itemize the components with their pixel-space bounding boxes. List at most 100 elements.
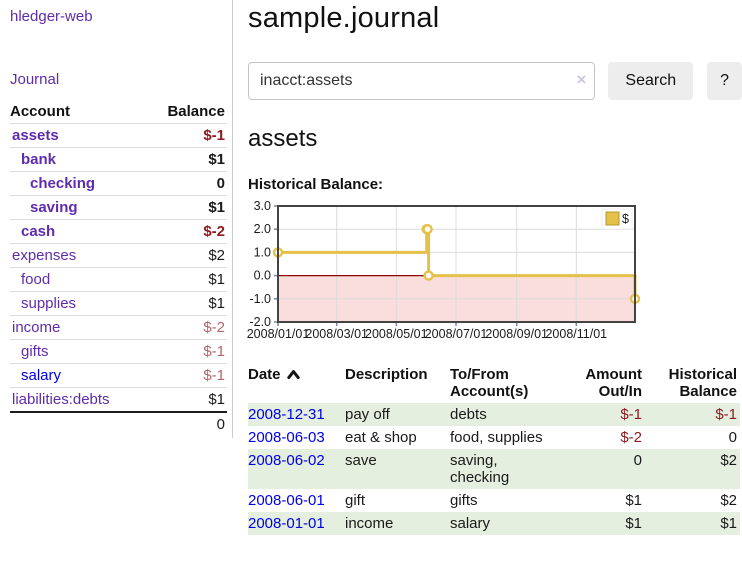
account-row-expenses: expenses $2 (10, 243, 227, 268)
svg-text:3.0: 3.0 (254, 199, 271, 213)
transaction-date-link[interactable]: 2008-12-31 (248, 406, 325, 423)
search-button[interactable]: Search (608, 62, 694, 100)
sort-ascending-icon (286, 370, 300, 380)
svg-text:-1.0: -1.0 (249, 292, 271, 306)
transaction-balance: 0 (728, 429, 737, 446)
transaction-amount: $-1 (620, 406, 642, 423)
account-balance-gifts: $-1 (203, 343, 225, 360)
register-header-accounts: To/From Account(s) (450, 366, 529, 400)
accounts-table: Account Balance assets $-1 bank $1 check… (10, 100, 227, 436)
account-link-assets[interactable]: assets (12, 127, 59, 144)
transaction-accounts: food, supplies (450, 429, 543, 446)
register-row: 2008-06-03 eat & shop food, supplies $-2… (248, 426, 740, 449)
transaction-description: income (345, 515, 394, 532)
transaction-description: eat & shop (345, 429, 417, 446)
transaction-date-link[interactable]: 2008-06-03 (248, 429, 325, 446)
account-link-saving[interactable]: saving (30, 199, 78, 216)
account-balance-liabilities-debts: $1 (208, 391, 225, 408)
account-link-food[interactable]: food (21, 271, 51, 288)
sidebar: hledger-web Journal Account Balance asse… (0, 0, 233, 438)
account-row-liabilities-debts: liabilities:debts $1 (10, 387, 227, 413)
register-header-description: Description (345, 366, 428, 383)
svg-text:2008/05/01: 2008/05/01 (365, 327, 428, 341)
register-header-row: Date Description To/From Account(s) Amou… (248, 363, 740, 403)
app-title-link[interactable]: hledger-web (10, 8, 93, 25)
transaction-accounts: salary (450, 515, 491, 532)
register-row: 2008-06-02 save saving, checking 0 $2 (248, 449, 740, 489)
account-balance-supplies: $1 (208, 295, 225, 312)
accounts-header-row: Account Balance (10, 100, 227, 124)
register-header-date[interactable]: Date (248, 363, 345, 403)
svg-text:2008/01/01: 2008/01/01 (247, 327, 310, 341)
transaction-accounts: saving, checking (450, 452, 510, 486)
svg-text:2.0: 2.0 (254, 222, 271, 236)
account-link-salary[interactable]: salary (21, 367, 62, 384)
account-heading: assets (248, 125, 318, 152)
account-balance-saving: $1 (208, 199, 225, 216)
accounts-total-balance: 0 (216, 416, 225, 433)
account-row-supplies: supplies $1 (10, 291, 227, 316)
account-row-salary: salary $-1 (10, 363, 227, 388)
transaction-description: gift (345, 492, 366, 509)
account-link-gifts[interactable]: gifts (21, 343, 49, 360)
svg-text:2008/07/01: 2008/07/01 (425, 327, 488, 341)
account-link-expenses[interactable]: expenses (12, 247, 77, 264)
account-link-bank[interactable]: bank (21, 151, 57, 168)
account-row-food: food $1 (10, 267, 227, 292)
transaction-accounts: debts (450, 406, 487, 423)
register-row: 2008-06-01 gift gifts $1 $2 (248, 489, 740, 512)
account-row-saving: saving $1 (10, 195, 227, 220)
account-balance-food: $1 (208, 271, 225, 288)
svg-text:2008/11/01: 2008/11/01 (545, 327, 607, 341)
account-row-assets: assets $-1 (10, 123, 227, 148)
transaction-amount: 0 (633, 452, 642, 469)
svg-text:$: $ (622, 212, 629, 226)
svg-text:2008/03/01: 2008/03/01 (305, 327, 368, 341)
register-header-amount: Amount Out/In (585, 366, 642, 400)
account-balance-bank: $1 (208, 151, 225, 168)
account-row-cash: cash $-2 (10, 219, 227, 244)
transaction-amount: $-2 (620, 429, 642, 446)
transaction-date-link[interactable]: 2008-06-02 (248, 452, 325, 469)
account-row-income: income $-2 (10, 315, 227, 340)
account-link-income[interactable]: income (12, 319, 61, 336)
sidebar-item-journal[interactable]: Journal (10, 71, 60, 88)
clear-search-icon[interactable]: × (576, 70, 587, 89)
transaction-balance: $-1 (715, 406, 737, 423)
transaction-date-link[interactable]: 2008-06-01 (248, 492, 325, 509)
chart-title: Historical Balance: (248, 176, 384, 193)
historical-balance-chart[interactable]: 3.0 2.0 1.0 0.0 -1.0 -2.0 $2008/01/012008/03/0… (247, 199, 742, 347)
main-content: sample.journal × Search ? assets Histori… (247, 0, 742, 535)
register-row: 2008-01-01 income salary $1 $1 (248, 512, 740, 535)
transaction-accounts: gifts (450, 492, 478, 509)
page-title: sample.journal (248, 2, 440, 34)
register-header-balance: Historical Balance (668, 366, 737, 400)
transaction-amount: $1 (625, 492, 642, 509)
register-header-date-label: Date (248, 366, 281, 383)
transaction-description: pay off (345, 406, 390, 423)
account-balance-income: $-2 (203, 319, 225, 336)
accounts-header-account: Account (10, 103, 70, 120)
search-input[interactable] (248, 62, 596, 100)
account-balance-assets: $-1 (203, 127, 225, 144)
transaction-balance: $2 (720, 452, 737, 469)
register-table: Date Description To/From Account(s) Amou… (248, 363, 740, 535)
account-link-cash[interactable]: cash (21, 223, 56, 240)
transaction-balance: $2 (720, 492, 737, 509)
account-row-checking: checking 0 (10, 171, 227, 196)
transaction-balance: $1 (720, 515, 737, 532)
account-balance-checking: 0 (216, 175, 225, 192)
search-input-wrap: × (248, 62, 596, 100)
accounts-total-row: 0 (10, 412, 227, 436)
account-link-liabilities-debts[interactable]: liabilities:debts (12, 391, 110, 408)
account-balance-cash: $-2 (203, 223, 225, 240)
account-balance-expenses: $2 (208, 247, 225, 264)
search-form: × Search ? (248, 62, 742, 100)
svg-text:0.0: 0.0 (254, 269, 271, 283)
transaction-date-link[interactable]: 2008-01-01 (248, 515, 325, 532)
help-button[interactable]: ? (707, 62, 742, 100)
account-link-supplies[interactable]: supplies (21, 295, 77, 312)
account-link-checking[interactable]: checking (30, 175, 96, 192)
accounts-header-balance: Balance (167, 103, 225, 120)
account-balance-salary: $-1 (203, 367, 225, 384)
